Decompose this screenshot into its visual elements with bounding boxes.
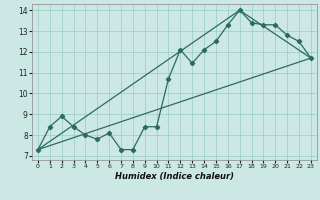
X-axis label: Humidex (Indice chaleur): Humidex (Indice chaleur) <box>115 172 234 181</box>
